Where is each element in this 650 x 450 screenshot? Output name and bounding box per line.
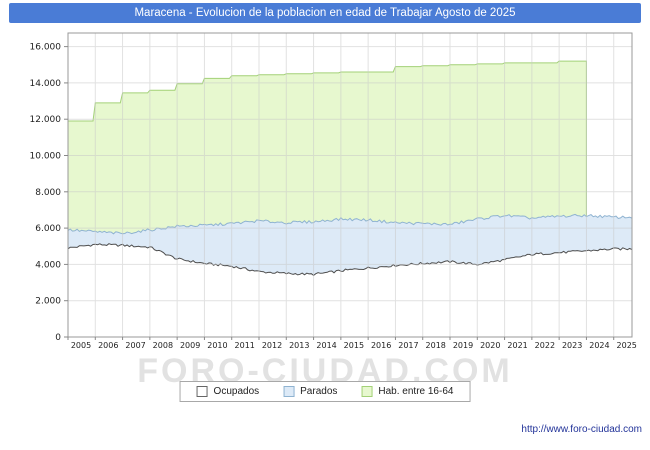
svg-text:2022: 2022: [535, 341, 555, 350]
axis-ticks: [64, 46, 615, 340]
svg-text:16.000: 16.000: [30, 43, 62, 53]
svg-text:2014: 2014: [316, 341, 336, 350]
svg-text:2007: 2007: [125, 341, 145, 350]
svg-text:8.000: 8.000: [35, 188, 61, 198]
svg-text:4.000: 4.000: [35, 260, 61, 270]
svg-text:2019: 2019: [453, 341, 473, 350]
hab-16-64-line: [68, 60, 587, 337]
parados-line: [67, 213, 633, 235]
svg-text:2009: 2009: [180, 341, 200, 350]
svg-text:6.000: 6.000: [35, 224, 61, 234]
svg-text:2005: 2005: [71, 341, 91, 350]
svg-text:2017: 2017: [398, 341, 418, 350]
svg-text:2013: 2013: [289, 341, 309, 350]
axis-labels: 0 2.000 4.000 6.000 8.000 10.000 12.000 14.000 1…: [30, 43, 637, 350]
ocupados-area: [68, 243, 632, 337]
svg-text:12.000: 12.000: [30, 115, 62, 125]
svg-text:2015: 2015: [344, 341, 364, 350]
svg-text:2023: 2023: [562, 341, 582, 350]
gridlines: [68, 33, 632, 337]
legend-label-parados: Parados: [300, 386, 338, 397]
svg-text:2016: 2016: [371, 341, 391, 350]
plot-series: [67, 60, 633, 337]
legend-item-parados: Parados: [283, 386, 337, 397]
legend-label-hab-16-64: Hab. entre 16-64: [378, 386, 454, 397]
svg-text:2011: 2011: [235, 341, 255, 350]
svg-text:2012: 2012: [262, 341, 282, 350]
legend-item-hab-16-64: Hab. entre 16-64: [361, 386, 453, 397]
legend-swatch-parados: [283, 386, 295, 397]
legend-swatch-hab-16-64: [361, 386, 373, 397]
svg-text:0: 0: [55, 333, 61, 343]
svg-text:14.000: 14.000: [30, 79, 62, 89]
svg-text:2.000: 2.000: [35, 297, 61, 307]
svg-text:2025: 2025: [617, 341, 637, 350]
svg-text:2018: 2018: [426, 341, 446, 350]
svg-text:2006: 2006: [98, 341, 118, 350]
plot-border: [67, 32, 633, 338]
svg-text:2024: 2024: [589, 341, 609, 350]
page-title: Maracena - Evolucion de la poblacion en …: [9, 3, 641, 23]
ocupados-line: [67, 243, 633, 277]
footer-link[interactable]: http://www.foro-ciudad.com: [521, 424, 642, 435]
chart-legend: Ocupados Parados Hab. entre 16-64: [179, 381, 471, 402]
legend-item-ocupados: Ocupados: [196, 386, 260, 397]
svg-text:2021: 2021: [507, 341, 527, 350]
legend-swatch-ocupados: [196, 386, 208, 397]
svg-text:10.000: 10.000: [30, 152, 62, 162]
svg-text:2010: 2010: [207, 341, 227, 350]
svg-text:2008: 2008: [153, 341, 173, 350]
svg-text:2020: 2020: [480, 341, 500, 350]
legend-label-ocupados: Ocupados: [213, 386, 260, 397]
